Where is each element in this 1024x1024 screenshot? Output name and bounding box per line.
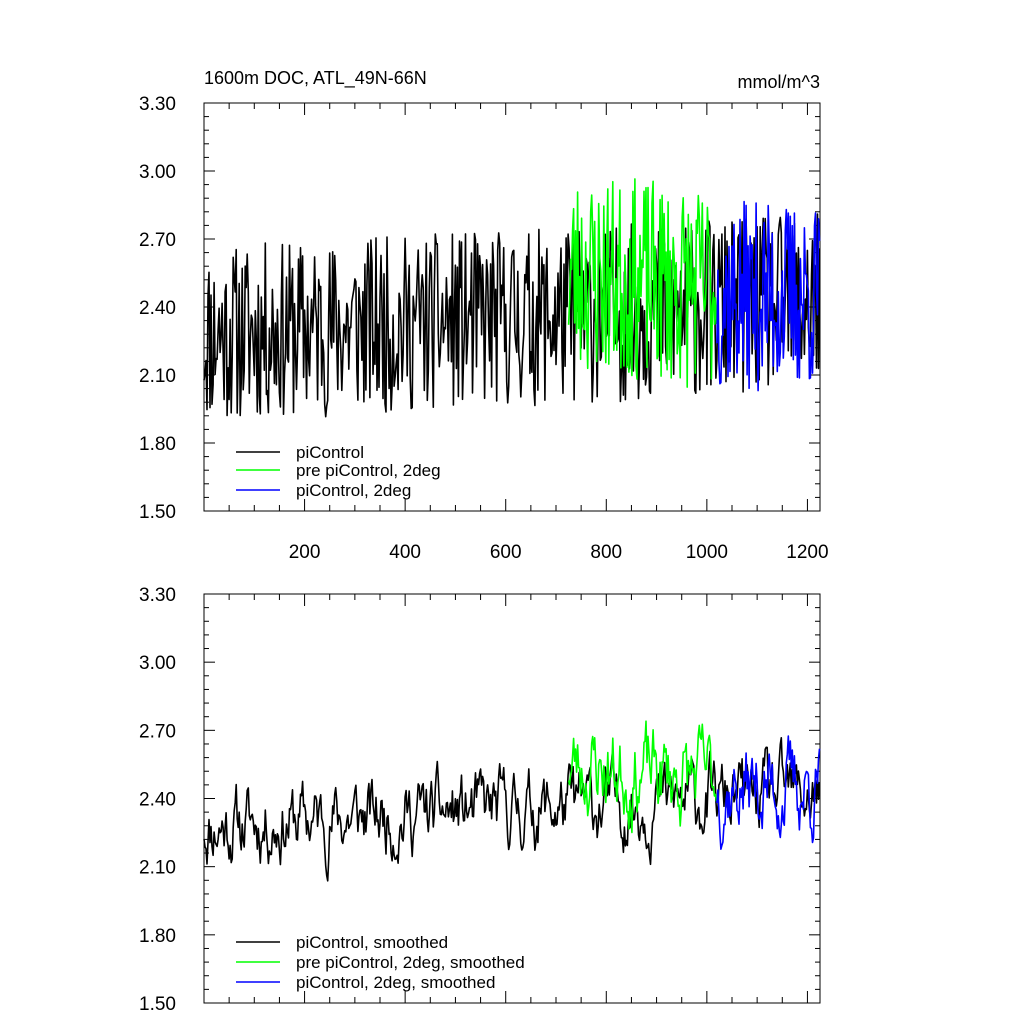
x-tick-label: 400 (389, 542, 421, 563)
top-legend: piControl pre piControl, 2deg piControl,… (236, 443, 441, 500)
top-title: 1600m DOC, ATL_49N-66N (204, 68, 427, 89)
panel-2: 1.50 1.80 2.10 2.40 2.70 3.00 3.30 (139, 585, 821, 1015)
legend-label-picontrol: piControl (296, 443, 364, 462)
legend-label-pre-picontrol-2deg-smoothed: pre piControl, 2deg, smoothed (296, 953, 525, 972)
legend-label-picontrol-2deg: piControl, 2deg (296, 481, 411, 500)
panel-1: 1.50 1.80 2.10 2.40 2.70 3.00 3.30 200 400 600 800… (139, 94, 829, 563)
y-tick-label: 3.00 (139, 653, 176, 674)
y-tick-label: 2.40 (139, 298, 176, 319)
series-line-picontrol-2deg-smoothed (716, 735, 821, 851)
series-line-pre-picontrol-2deg-smoothed (567, 720, 718, 834)
series-line-pre-picontrol-2deg (567, 178, 718, 388)
y-tick-label: 2.70 (139, 721, 176, 742)
y-tick-label: 1.80 (139, 434, 176, 455)
y-tick-label: 3.30 (139, 94, 176, 115)
x-tick-label: 1200 (786, 542, 828, 563)
y-tick-label: 3.30 (139, 585, 176, 606)
x-tick-label: 1000 (686, 542, 728, 563)
series-line-picontrol-2deg (716, 200, 821, 392)
y-tick-label: 2.70 (139, 230, 176, 251)
y-tick-label: 2.40 (139, 790, 176, 811)
bottom-legend: piControl, smoothed pre piControl, 2deg,… (236, 933, 525, 992)
x-tick-label: 800 (590, 542, 622, 563)
y-tick-label: 2.10 (139, 366, 176, 387)
y-tick-label: 3.00 (139, 162, 176, 183)
y-tick-label: 2.10 (139, 858, 176, 879)
x-tick-label: 600 (490, 542, 522, 563)
legend-label-picontrol-smoothed: piControl, smoothed (296, 933, 448, 952)
legend-label-pre-picontrol-2deg: pre piControl, 2deg (296, 461, 441, 480)
y-tick-label: 1.50 (139, 994, 176, 1015)
legend-label-picontrol-2deg-smoothed: piControl, 2deg, smoothed (296, 973, 495, 992)
top-units: mmol/m^3 (738, 72, 820, 92)
x-tick-label: 200 (289, 542, 321, 563)
series-line-picontrol (203, 213, 821, 418)
y-tick-label: 1.80 (139, 926, 176, 947)
y-tick-label: 1.50 (139, 502, 176, 523)
series-line-picontrol-smoothed (203, 736, 821, 882)
